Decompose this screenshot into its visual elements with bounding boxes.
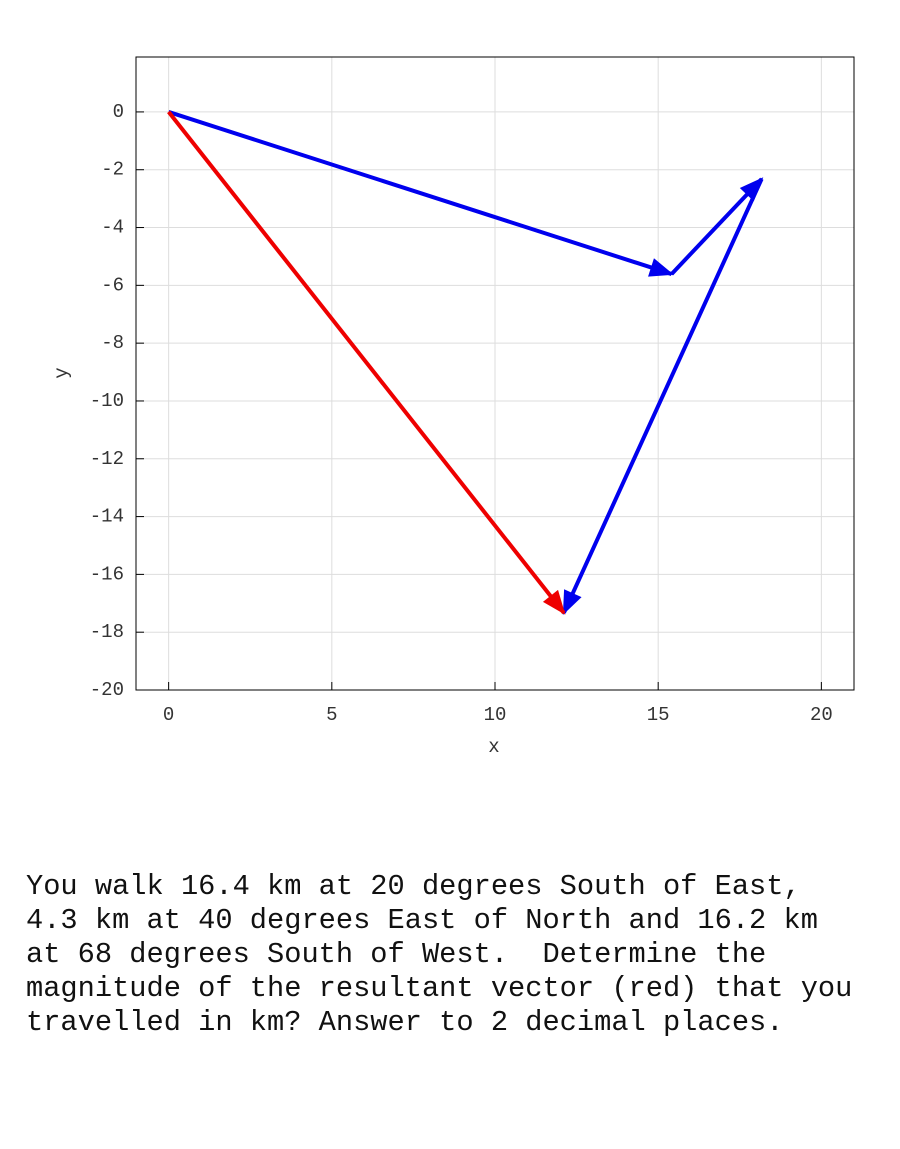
question-line: magnitude of the resultant vector (red) … xyxy=(26,972,853,1005)
y-tick-label: -18 xyxy=(90,621,124,643)
x-tick-label: 15 xyxy=(647,704,670,726)
x-tick-label: 5 xyxy=(326,704,337,726)
plot-frame xyxy=(135,56,855,691)
y-tick-label: -12 xyxy=(90,448,124,470)
question-line: at 68 degrees South of West. Determine t… xyxy=(26,938,767,971)
y-tick-label: 0 xyxy=(113,101,124,123)
y-axis-label: y xyxy=(51,367,73,378)
y-tick-label: -10 xyxy=(90,390,124,412)
vector xyxy=(670,177,764,276)
x-tick-label: 10 xyxy=(484,704,507,726)
vector xyxy=(168,110,674,277)
y-tick-label: -4 xyxy=(101,217,124,239)
y-tick-label: -16 xyxy=(90,563,124,585)
chart: x y 0 5 10 15 20 0 -2 -4 -6 -8 -10 -12 -14 -16 -18 -20 xyxy=(51,56,855,758)
question-line: You walk 16.4 km at 20 degrees South of … xyxy=(26,870,801,903)
question: You walk 16.4 km at 20 degrees South of … xyxy=(26,870,852,1040)
y-tick-label: -2 xyxy=(101,159,124,181)
y-tick-label: -14 xyxy=(90,506,124,528)
question-line: 4.3 km at 40 degrees East of North and 1… xyxy=(26,904,818,937)
vector xyxy=(562,178,764,616)
y-tick-label: -20 xyxy=(90,679,124,701)
y-tick-label: -8 xyxy=(101,332,124,354)
x-tick-label: 20 xyxy=(810,704,833,726)
x-axis-label: x xyxy=(488,736,499,758)
question-line: travelled in km? Answer to 2 decimal pla… xyxy=(26,1006,784,1039)
y-tick-label: -6 xyxy=(101,274,124,296)
x-tick-label: 0 xyxy=(163,704,174,726)
vector xyxy=(167,110,566,615)
